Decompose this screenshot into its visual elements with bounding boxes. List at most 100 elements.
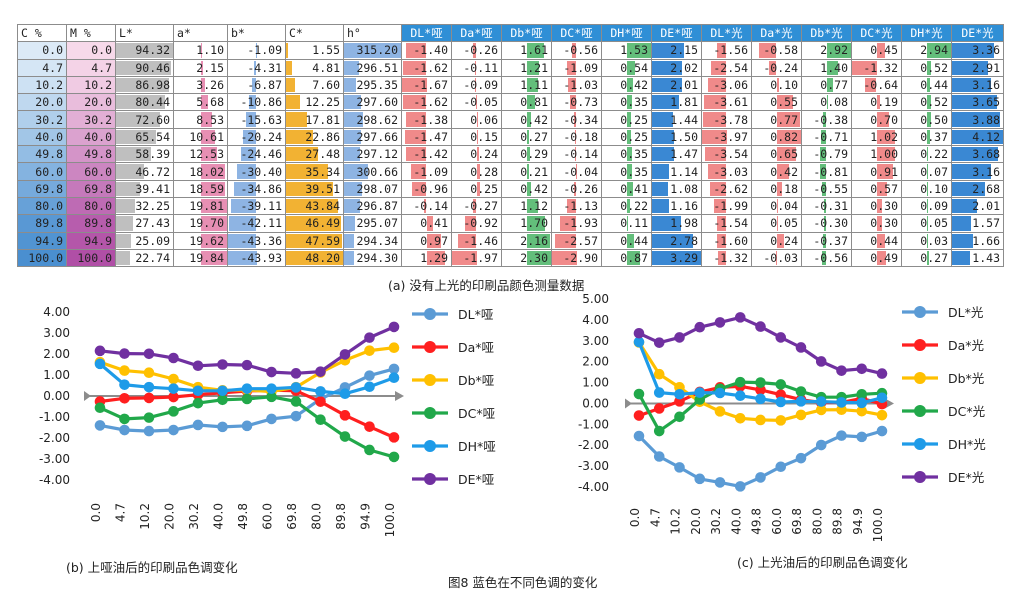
data-point xyxy=(364,421,375,432)
data-point xyxy=(795,409,807,421)
table-cell: 0.21 xyxy=(501,162,552,181)
data-point xyxy=(94,420,106,431)
data-point xyxy=(653,425,665,437)
table-cell: 0.37 xyxy=(901,127,952,147)
table-cell: -0.04 xyxy=(551,162,602,181)
table-cell: 294.34 xyxy=(343,231,402,250)
data-point xyxy=(290,368,302,379)
table-row: 4.7 4.7 90.46 2.15 -4.31 4.81 296.51 -1.62 -0.11… xyxy=(17,58,1004,77)
data-point xyxy=(119,393,130,404)
table-cell: 19.84 xyxy=(173,248,228,268)
x-tick-label: 60.0 xyxy=(261,503,275,530)
data-point xyxy=(315,386,326,397)
table-row: 40.0 40.0 65.54 10.61 -20.24 22.86 297.66 -1.47… xyxy=(17,127,1004,147)
table-cell: 2.15 xyxy=(173,58,228,77)
table-cell: -3.78 xyxy=(701,110,752,129)
data-point xyxy=(364,345,375,356)
table-cell: -1.32 xyxy=(701,248,752,268)
x-tick-label: 80.0 xyxy=(810,508,824,535)
data-point xyxy=(241,420,253,432)
data-point xyxy=(143,348,155,360)
table-cell: 0.42 xyxy=(751,162,802,181)
table-cell: 2.92 xyxy=(801,41,852,60)
data-point xyxy=(714,387,726,399)
data-point xyxy=(388,363,400,375)
data-point xyxy=(734,312,746,323)
table-cell: -6.87 xyxy=(227,75,286,95)
data-point xyxy=(876,425,888,437)
table-row: 60.0 60.0 46.72 18.02 -30.40 35.34 300.66 -1.09… xyxy=(17,162,1004,181)
table-cell: -2.54 xyxy=(701,58,752,77)
table-cell: 60.0 xyxy=(66,162,116,181)
table-cell: 86.98 xyxy=(115,75,174,95)
data-point xyxy=(674,411,685,423)
data-point xyxy=(168,406,179,417)
table-cell: 0.91 xyxy=(851,162,902,181)
table-cell: 0.0 xyxy=(17,41,67,60)
table-cell: 4.7 xyxy=(17,58,67,77)
table-cell: -1.93 xyxy=(551,214,602,233)
table-cell: 35.34 xyxy=(285,162,344,181)
table-cell: 20.0 xyxy=(66,93,116,112)
table-cell: 1.02 xyxy=(851,127,902,147)
table-cell: -1.42 xyxy=(401,145,452,164)
data-point xyxy=(168,424,179,436)
table-cell: 80.0 xyxy=(17,196,67,216)
table-cell: 8.53 xyxy=(173,110,228,129)
data-point xyxy=(266,413,277,425)
legend-marker xyxy=(424,374,436,386)
x-axis-start-icon xyxy=(625,398,632,409)
data-point xyxy=(119,379,130,390)
column-header: C* xyxy=(285,23,344,43)
column-header: C % xyxy=(17,23,67,43)
column-header: DL*光 xyxy=(701,23,752,43)
legend-label: Db*光 xyxy=(948,371,984,386)
table-cell: 0.24 xyxy=(451,145,502,164)
table-cell: -0.58 xyxy=(751,41,802,60)
table-cell: 80.44 xyxy=(115,93,174,112)
x-tick-label: 69.8 xyxy=(285,503,299,530)
table-cell: 0.24 xyxy=(751,231,802,250)
data-point xyxy=(714,477,726,488)
table-cell: -1.99 xyxy=(701,196,752,216)
data-point xyxy=(364,332,375,343)
data-point xyxy=(217,385,228,397)
table-cell: 1.44 xyxy=(651,110,702,129)
legend-label: DL*哑 xyxy=(458,307,493,322)
table-cell: -1.46 xyxy=(451,231,502,250)
table-cell: 12.25 xyxy=(285,93,344,112)
table-cell: 0.04 xyxy=(751,196,802,216)
y-tick-label: 1.00 xyxy=(582,376,609,390)
table-cell: -0.03 xyxy=(751,248,802,268)
data-point xyxy=(388,372,400,384)
data-point xyxy=(143,425,155,437)
table-cell: 0.52 xyxy=(901,93,952,112)
data-point xyxy=(755,321,766,332)
column-header: DL*哑 xyxy=(401,23,452,43)
data-point xyxy=(241,383,253,394)
y-tick-label: 2.00 xyxy=(582,355,609,369)
table-cell: -0.09 xyxy=(451,75,502,95)
column-header: Db*哑 xyxy=(501,23,552,43)
x-tick-label: 30.2 xyxy=(187,503,201,530)
data-point xyxy=(775,415,787,426)
table-cell: 4.7 xyxy=(66,58,116,77)
data-point xyxy=(217,359,228,370)
data-point xyxy=(694,473,706,485)
table-cell: -42.11 xyxy=(227,214,286,233)
table-cell: -1.54 xyxy=(701,214,752,233)
table-cell: 22.86 xyxy=(285,127,344,147)
table-cell: 0.42 xyxy=(501,179,552,198)
table-cell: -1.60 xyxy=(701,231,752,250)
table-cell: 0.42 xyxy=(501,110,552,129)
data-point xyxy=(143,412,155,423)
table-cell: 298.07 xyxy=(343,179,402,198)
table-cell: 0.22 xyxy=(601,196,652,216)
table-row: 0.0 0.0 94.32 1.10 -1.09 1.55 315.20 -1.40 -0.26… xyxy=(17,41,1004,60)
data-point xyxy=(633,327,645,339)
figure-caption: 图8 蓝色在不同色调的变化 xyxy=(448,575,598,590)
table-cell: 94.32 xyxy=(115,41,174,60)
data-point xyxy=(815,396,827,407)
table-cell: 1.57 xyxy=(951,214,1004,233)
data-point xyxy=(168,373,179,385)
